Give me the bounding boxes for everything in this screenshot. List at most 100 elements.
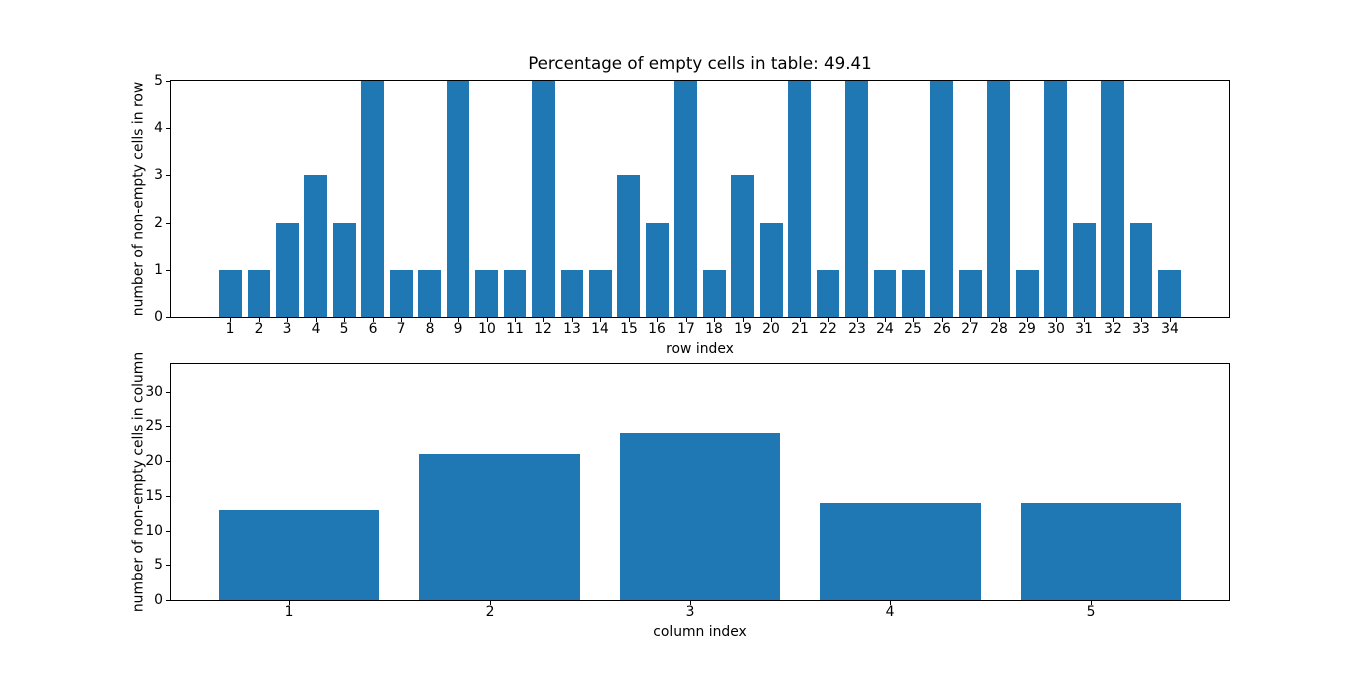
- x-tick-label: 32: [1104, 321, 1122, 337]
- x-tick-label: 21: [791, 321, 809, 337]
- x-tick-label: 24: [876, 321, 894, 337]
- x-tick-mark: [1169, 318, 1171, 322]
- x-tick-mark: [542, 318, 544, 322]
- bar-33: [1129, 222, 1153, 317]
- x-tick-mark: [884, 318, 886, 322]
- x-tick-label: 31: [1075, 321, 1093, 337]
- x-tick-mark: [571, 318, 573, 322]
- bar-9: [446, 81, 470, 317]
- bar-5: [332, 222, 356, 317]
- bar-24: [873, 269, 897, 317]
- bar-2: [247, 269, 271, 317]
- x-tick-mark: [827, 318, 829, 322]
- x-tick-label: 1: [284, 604, 294, 620]
- x-tick-mark: [486, 318, 488, 322]
- y-tick-mark: [166, 599, 170, 601]
- y-tick-mark: [166, 269, 170, 271]
- x-tick-mark: [889, 601, 891, 605]
- bar-25: [902, 269, 925, 317]
- bar-27: [958, 269, 982, 317]
- x-tick-label: 12: [534, 321, 552, 337]
- x-tick-label: 3: [685, 604, 695, 620]
- y-tick-mark: [166, 127, 170, 129]
- x-tick-label: 26: [933, 321, 951, 337]
- x-tick-mark: [856, 318, 858, 322]
- x-tick-label: 25: [904, 321, 922, 337]
- y-tick-mark: [166, 222, 170, 224]
- bar-11: [503, 269, 527, 317]
- row-chart-title: Percentage of empty cells in table: 49.4…: [528, 53, 872, 73]
- bar-28: [987, 81, 1011, 317]
- bar-26: [930, 81, 954, 317]
- x-tick-mark: [969, 318, 971, 322]
- bar-18: [702, 269, 726, 317]
- x-tick-mark: [1055, 318, 1057, 322]
- x-tick-mark: [770, 318, 772, 322]
- x-tick-mark: [1026, 318, 1028, 322]
- bar-31: [1072, 222, 1096, 317]
- bar-7: [389, 269, 413, 317]
- x-tick-label: 13: [563, 321, 581, 337]
- x-tick-label: 18: [705, 321, 723, 337]
- x-tick-mark: [514, 318, 516, 322]
- x-tick-label: 4: [311, 321, 321, 337]
- y-tick-mark: [166, 495, 170, 497]
- x-tick-label: 16: [648, 321, 666, 337]
- bar-21: [788, 81, 811, 317]
- x-tick-mark: [400, 318, 402, 322]
- y-tick-label: 20: [145, 453, 163, 469]
- x-tick-mark: [343, 318, 345, 322]
- y-tick-mark: [166, 80, 170, 82]
- x-tick-label: 7: [396, 321, 406, 337]
- bar-12: [532, 81, 555, 317]
- x-tick-mark: [689, 601, 691, 605]
- x-tick-label: 3: [282, 321, 292, 337]
- x-tick-mark: [685, 318, 687, 322]
- bar-3: [276, 222, 299, 317]
- y-tick-label: 0: [154, 592, 163, 608]
- bar-23: [845, 81, 868, 317]
- bar-1: [219, 269, 242, 317]
- bar-16: [645, 222, 669, 317]
- y-tick-label: 5: [154, 73, 163, 89]
- y-tick-label: 3: [154, 167, 163, 183]
- x-tick-label: 29: [1018, 321, 1036, 337]
- y-tick-mark: [166, 564, 170, 566]
- x-tick-mark: [656, 318, 658, 322]
- bar-17: [674, 81, 698, 317]
- y-tick-label: 25: [145, 418, 163, 434]
- x-tick-label: 15: [620, 321, 638, 337]
- y-tick-label: 15: [145, 488, 163, 504]
- y-tick-mark: [166, 530, 170, 532]
- x-tick-label: 22: [819, 321, 837, 337]
- x-tick-mark: [315, 318, 317, 322]
- bar-4: [304, 175, 328, 317]
- x-tick-mark: [912, 318, 914, 322]
- x-tick-mark: [742, 318, 744, 322]
- x-tick-mark: [372, 318, 374, 322]
- bar-3: [619, 433, 781, 600]
- x-tick-label: 1: [225, 321, 235, 337]
- x-tick-label: 2: [485, 604, 495, 620]
- x-tick-mark: [599, 318, 601, 322]
- x-tick-mark: [628, 318, 630, 322]
- y-tick-mark: [166, 391, 170, 393]
- y-tick-label: 10: [145, 523, 163, 539]
- bar-32: [1101, 81, 1124, 317]
- bar-4: [820, 502, 981, 600]
- x-tick-label: 17: [677, 321, 695, 337]
- bar-5: [1020, 502, 1181, 600]
- x-tick-label: 10: [478, 321, 496, 337]
- bar-6: [361, 81, 385, 317]
- x-tick-mark: [457, 318, 459, 322]
- x-tick-mark: [941, 318, 943, 322]
- x-tick-label: 5: [339, 321, 349, 337]
- y-tick-label: 2: [154, 215, 163, 231]
- x-tick-mark: [1112, 318, 1114, 322]
- bar-14: [589, 269, 612, 317]
- x-tick-label: 30: [1047, 321, 1065, 337]
- x-tick-label: 14: [591, 321, 609, 337]
- x-tick-label: 33: [1132, 321, 1150, 337]
- row-chart-xlabel: row index: [666, 341, 734, 357]
- bar-13: [560, 269, 584, 317]
